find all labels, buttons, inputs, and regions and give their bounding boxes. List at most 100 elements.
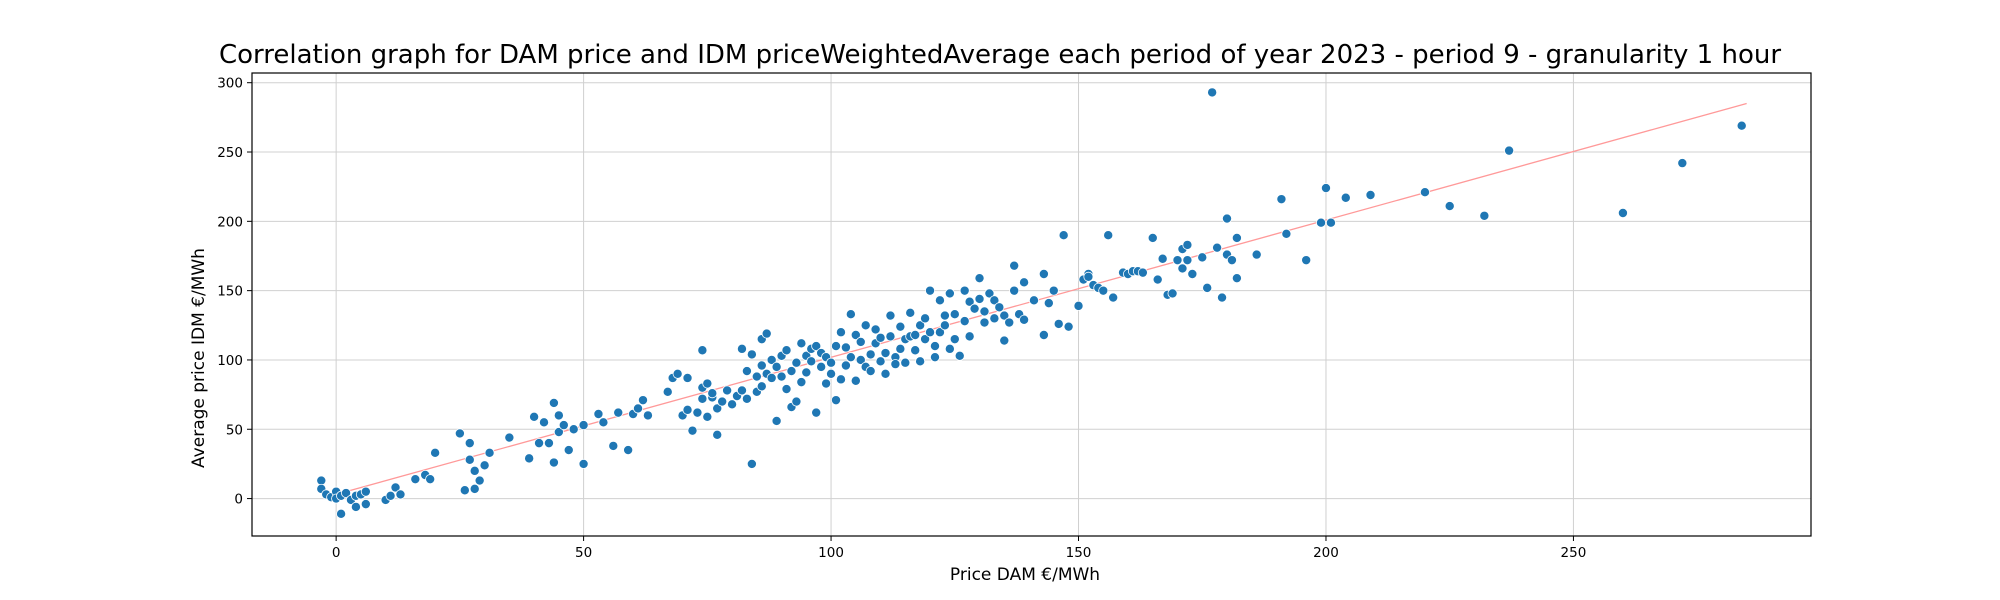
data-point (390, 482, 401, 493)
data-point (895, 343, 906, 354)
data-point (1340, 192, 1351, 203)
data-point (1419, 187, 1430, 198)
data-point (1217, 292, 1228, 303)
y-tick-label: 150 (217, 284, 243, 300)
data-point (1207, 87, 1218, 98)
data-point (1083, 271, 1094, 282)
data-point (855, 354, 866, 365)
data-point (845, 309, 856, 320)
chart-title: Correlation graph for DAM price and IDM … (219, 40, 1781, 70)
data-point (934, 295, 945, 306)
data-point (746, 458, 757, 469)
data-point (623, 445, 634, 456)
x-tick-label: 250 (1561, 545, 1587, 561)
data-point (939, 310, 950, 321)
data-point (766, 354, 777, 365)
data-point (756, 360, 767, 371)
x-tick-label: 0 (332, 545, 341, 561)
data-point (608, 440, 619, 451)
data-point (712, 403, 723, 414)
data-point (999, 335, 1010, 346)
data-point (1281, 228, 1292, 239)
data-point (845, 352, 856, 363)
data-point (925, 327, 936, 338)
x-tick-label: 150 (1066, 545, 1092, 561)
data-point (1019, 314, 1030, 325)
data-point (553, 410, 564, 421)
data-point (360, 486, 371, 497)
data-point (1137, 267, 1148, 278)
data-point (1048, 285, 1059, 296)
data-point (915, 356, 926, 367)
data-point (1202, 282, 1213, 293)
plot-area-frame (251, 72, 1812, 537)
data-point (840, 342, 851, 353)
data-point (1182, 239, 1193, 250)
data-point (934, 327, 945, 338)
data-point (454, 428, 465, 439)
data-point (1103, 230, 1114, 241)
data-point (539, 417, 550, 428)
data-point (984, 288, 995, 299)
data-point (1058, 230, 1069, 241)
data-point (979, 306, 990, 317)
data-point (989, 295, 1000, 306)
data-point (811, 407, 822, 418)
data-point (682, 404, 693, 415)
data-point (880, 348, 891, 359)
data-point (821, 378, 832, 389)
data-point (1073, 300, 1084, 311)
data-point (578, 458, 589, 469)
data-point (826, 357, 837, 368)
data-point (1028, 295, 1039, 306)
data-point (944, 343, 955, 354)
data-point (1038, 329, 1049, 340)
data-point (316, 475, 327, 486)
data-point (786, 366, 797, 377)
data-point (816, 361, 827, 372)
y-tick-label: 300 (217, 76, 243, 92)
data-point (920, 334, 931, 345)
data-point (474, 475, 485, 486)
data-point (781, 345, 792, 356)
data-point (548, 457, 559, 468)
data-points (316, 87, 1747, 519)
data-point (885, 310, 896, 321)
data-point (865, 366, 876, 377)
data-point (1226, 255, 1237, 266)
data-point (949, 309, 960, 320)
data-point (350, 501, 361, 512)
data-point (469, 465, 480, 476)
data-point (999, 310, 1010, 321)
data-point (524, 453, 535, 464)
data-point (974, 293, 985, 304)
data-point (736, 343, 747, 354)
data-point (1019, 277, 1030, 288)
data-point (905, 307, 916, 318)
data-point (929, 352, 940, 363)
data-point (741, 393, 752, 404)
data-point (534, 438, 545, 449)
data-point (484, 447, 495, 458)
data-point (1479, 210, 1490, 221)
data-point (593, 409, 604, 420)
data-point (831, 395, 842, 406)
data-point (707, 388, 718, 399)
data-point (563, 445, 574, 456)
data-point (746, 349, 757, 360)
data-point (944, 288, 955, 299)
data-point (1098, 285, 1109, 296)
data-point (1320, 183, 1331, 194)
data-point (687, 425, 698, 436)
y-axis-ticks: 0 50 100 150 200 250 300 (217, 76, 252, 508)
data-point (954, 350, 965, 361)
x-tick-label: 200 (1313, 545, 1339, 561)
data-point (801, 367, 812, 378)
data-point (741, 366, 752, 377)
data-point (736, 385, 747, 396)
data-point (811, 341, 822, 352)
y-tick-label: 0 (234, 492, 243, 508)
data-point (885, 331, 896, 342)
data-point (1167, 288, 1178, 299)
data-point (692, 407, 703, 418)
